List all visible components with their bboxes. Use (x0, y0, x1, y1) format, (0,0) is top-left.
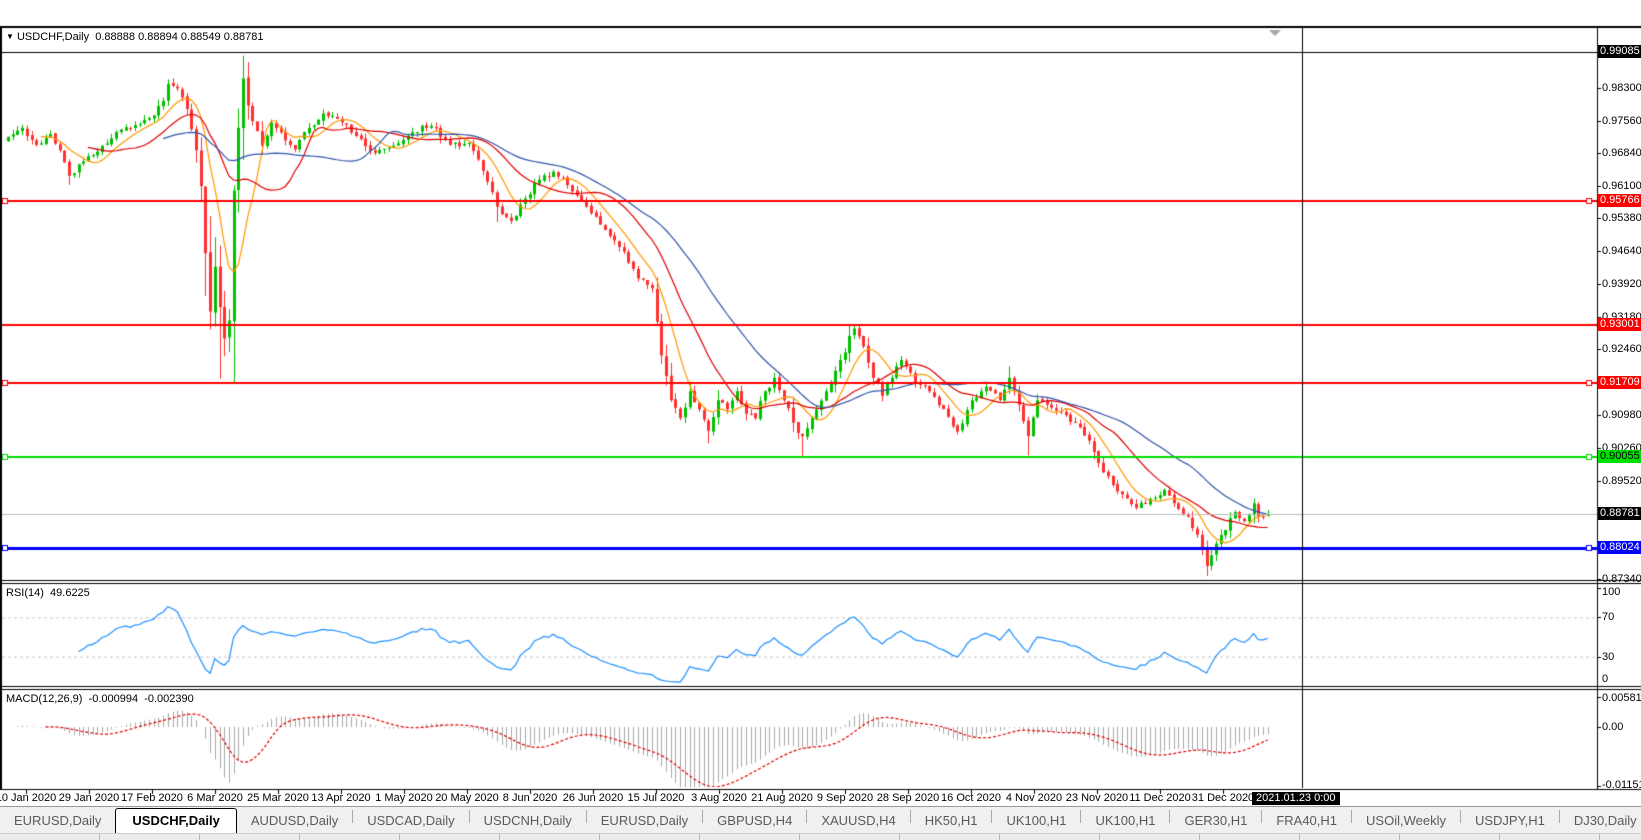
tabs-list: EURUSD,Daily USDCHF,Daily AUDUSD,Daily USDC… (0, 807, 1641, 834)
chart-tab-usdjpy-h1[interactable]: USDJPY,H1 (1474, 812, 1545, 828)
tab-separator (352, 810, 354, 823)
tab-separator (1351, 810, 1353, 823)
chart-tab-audusd-daily[interactable]: AUDUSD,Daily (250, 812, 339, 828)
chart-tab-eurusd-daily[interactable]: EURUSD,Daily (600, 812, 689, 828)
chart-tabs: EURUSD,Daily USDCHF,Daily AUDUSD,Daily USDC… (0, 806, 1641, 834)
tab-separator (1558, 810, 1560, 823)
chart-tab-usdchf-daily[interactable]: USDCHF,Daily (115, 807, 237, 834)
tab-separator (702, 810, 704, 823)
chart-tab-usdcnh-daily[interactable]: USDCNH,Daily (483, 812, 572, 828)
chart-tab-gbpusd-h4[interactable]: GBPUSD,H4 (717, 812, 793, 828)
tab-separator (806, 810, 808, 823)
tab-separator (585, 810, 587, 823)
tab-separator (1459, 810, 1461, 823)
price-chart-canvas[interactable] (0, 0, 1641, 806)
status-strip (0, 833, 1641, 840)
chart-tab-ger30-h1[interactable]: GER30,H1 (1184, 812, 1248, 828)
chart-tab-xauusd-h4[interactable]: XAUUSD,H4 (821, 812, 896, 828)
tab-separator (909, 810, 911, 823)
tab-separator (991, 810, 993, 823)
chart-tab-uk100-h1[interactable]: UK100,H1 (1095, 812, 1156, 828)
tab-separator (1261, 810, 1263, 823)
chart-tab-hk50-h1[interactable]: HK50,H1 (924, 812, 978, 828)
chart-tab-uk100-h1[interactable]: UK100,H1 (1006, 812, 1067, 828)
chart-tab-eurusd-daily[interactable]: EURUSD,Daily (14, 812, 102, 828)
chart-tab-dj30-daily[interactable]: DJ30,Daily (1573, 812, 1637, 828)
tab-separator (1169, 810, 1171, 823)
chart-tab-usoil-weekly[interactable]: USOil,Weekly (1366, 812, 1446, 828)
chart-tab-usdcad-daily[interactable]: USDCAD,Daily (367, 812, 455, 828)
tab-separator (468, 810, 470, 823)
tab-separator (1080, 810, 1082, 823)
chart-tab-fra40-h1[interactable]: FRA40,H1 (1276, 812, 1338, 828)
